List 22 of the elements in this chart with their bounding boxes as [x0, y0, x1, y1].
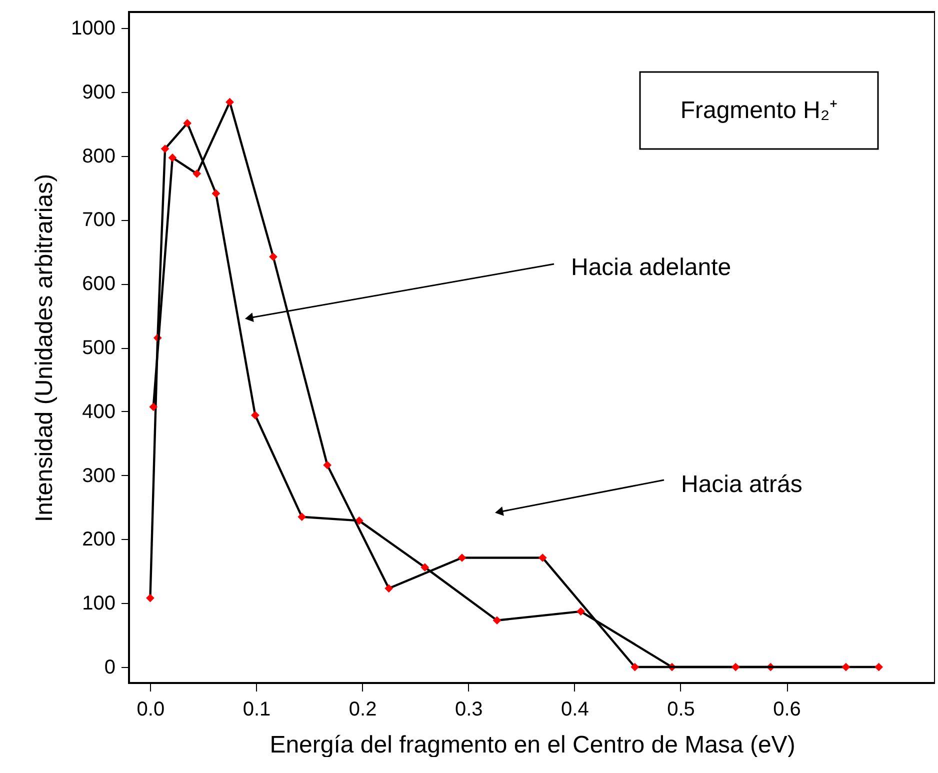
x-tick-label: 0.1 [242, 698, 271, 720]
y-tick-label: 1000 [71, 17, 116, 40]
y-tick-label: 600 [82, 273, 116, 296]
y-tick-label: 300 [82, 464, 116, 487]
y-tick-label: 0 [104, 656, 116, 679]
x-tick-label: 0.0 [136, 698, 165, 720]
x-tick-label: 0.4 [561, 698, 589, 720]
annotation: Hacia adelante [571, 254, 732, 281]
x-tick-label: 0.3 [454, 698, 483, 720]
y-tick-label: 800 [82, 145, 116, 168]
text: Fragmento H₂⁺ [680, 97, 838, 124]
y-tick-label: 700 [82, 209, 116, 232]
y-axis-title: Intensidad (Unidades arbitrarias) [31, 174, 58, 522]
annotation: Hacia atrás [681, 471, 802, 498]
y-tick-label: 900 [82, 81, 116, 104]
y-tick-label: 200 [82, 528, 116, 551]
x-tick-label: 0.5 [667, 698, 695, 720]
y-tick-label: 400 [82, 400, 116, 423]
x-tick-label: 0.2 [348, 698, 377, 720]
x-tick-label: 0.6 [773, 698, 801, 720]
y-tick-label: 100 [82, 592, 116, 615]
y-tick-label: 500 [82, 337, 116, 359]
